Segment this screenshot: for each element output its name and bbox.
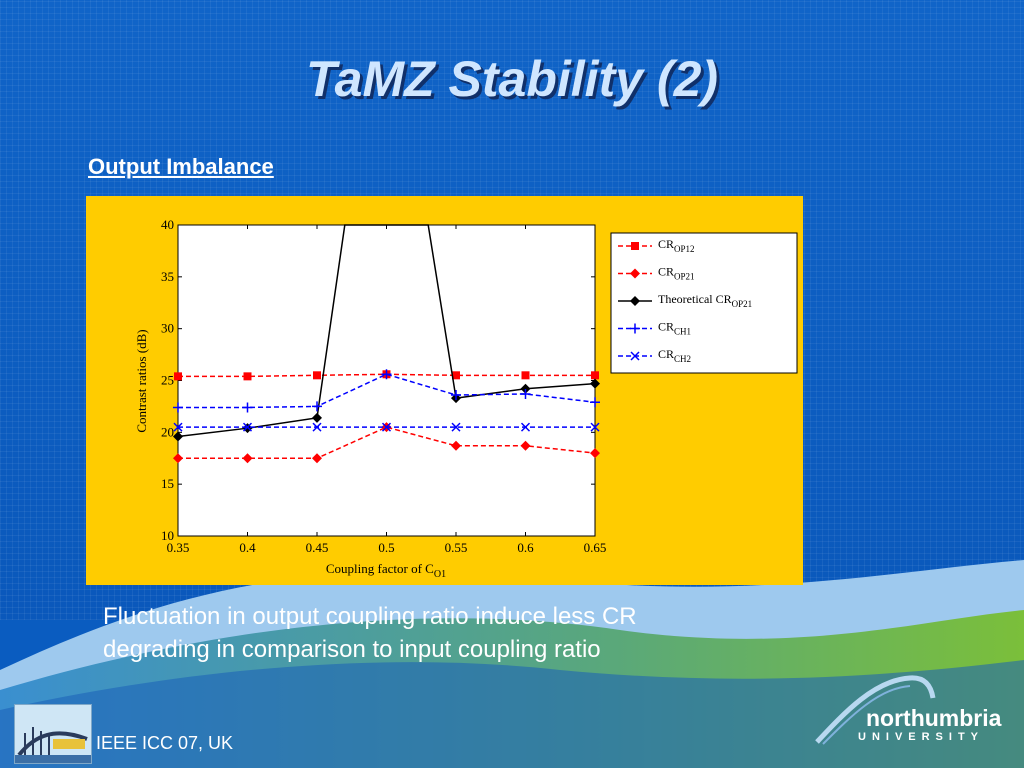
caption: Fluctuation in output coupling ratio ind…	[103, 600, 823, 666]
data-point	[590, 378, 600, 389]
data-point	[590, 397, 600, 408]
x-tick-label: 0.55	[445, 540, 468, 555]
legend-label-sub: CH2	[674, 354, 691, 364]
data-point	[242, 402, 253, 413]
legend-label: CROP21	[658, 265, 695, 282]
legend-item: CRCH2	[618, 347, 691, 364]
caption-line-2: degrading in comparison to input couplin…	[103, 636, 601, 663]
legend-swatch-marker	[630, 268, 640, 279]
footer-text: IEEE ICC 07, UK	[96, 733, 234, 753]
data-point	[590, 448, 600, 459]
data-point	[312, 453, 322, 464]
data-point	[312, 422, 322, 432]
legend-label-main: CR	[658, 347, 674, 361]
legend-label-main: CR	[658, 265, 674, 279]
x-axis-label-sub: O1	[434, 569, 446, 580]
x-tick-label: 0.65	[584, 540, 607, 555]
data-point	[381, 369, 392, 380]
y-tick-label: 25	[161, 373, 174, 388]
chart-panel: 0.35 0.4 0.45 0.5 0.55 0.6 0.65 10 15 20 25 30 35 40 …	[86, 196, 803, 585]
x-tick-label: 0.35	[167, 540, 190, 555]
data-point	[242, 453, 253, 464]
series-ch2	[173, 422, 600, 432]
data-point	[174, 372, 182, 381]
x-tick-label: 0.6	[517, 540, 534, 555]
data-point	[451, 440, 461, 451]
legend-label-main: Theoretical CR	[658, 292, 732, 306]
legend-label-sub: OP21	[674, 272, 695, 282]
university-name: northumbria	[866, 705, 1002, 731]
y-tick-label: 35	[161, 269, 174, 284]
data-point	[520, 440, 531, 451]
data-point	[173, 422, 183, 432]
series-ch1	[173, 369, 600, 413]
data-point	[242, 422, 253, 432]
legend-swatch-marker	[630, 296, 640, 306]
legend-label: CRCH2	[658, 347, 691, 364]
conference-logo-icon	[15, 705, 91, 763]
conference-logo	[14, 704, 92, 764]
x-tick-label: 0.45	[306, 540, 329, 555]
data-point	[520, 383, 531, 394]
data-point	[243, 372, 252, 381]
series-layer	[173, 224, 600, 464]
slide-title: TaMZ Stability (2)	[305, 51, 719, 107]
legend-item: CROP21	[618, 265, 695, 282]
university-subtitle: UNIVERSITY	[858, 731, 985, 743]
legend-swatch-marker	[630, 351, 640, 361]
legend-label-main: CR	[658, 237, 674, 251]
legend-label: CROP12	[658, 237, 695, 254]
data-point	[520, 422, 531, 432]
legend-item: Theoretical CROP21	[618, 292, 752, 309]
contrast-ratio-chart: 0.35 0.4 0.45 0.5 0.55 0.6 0.6510152025303540 …	[134, 217, 798, 580]
data-point	[173, 402, 183, 413]
legend-label: Theoretical CROP21	[658, 292, 752, 309]
bottom-wave-art	[0, 560, 1024, 768]
data-point	[591, 371, 599, 380]
data-point	[173, 431, 183, 442]
data-point	[590, 422, 600, 432]
legend-swatch-marker	[630, 323, 640, 334]
data-point	[312, 412, 322, 423]
data-point	[381, 422, 392, 432]
x-tick-label: 0.5	[378, 540, 394, 555]
legend-label: CRCH1	[658, 320, 691, 337]
legend-swatch-marker	[631, 242, 639, 250]
data-point	[173, 453, 183, 464]
caption-line-1: Fluctuation in output coupling ratio ind…	[103, 603, 637, 630]
legend-item: CRCH1	[618, 320, 691, 337]
legend-label-sub: OP21	[732, 299, 753, 309]
data-point	[452, 371, 460, 380]
y-axis-label: Contrast ratios (dB)	[134, 329, 149, 432]
y-tick-label: 15	[161, 476, 174, 491]
x-axis-label: Coupling factor of CO1	[326, 561, 446, 580]
northumbria-swoosh-icon	[815, 675, 936, 745]
data-point	[451, 422, 461, 432]
y-tick-label: 10	[161, 528, 174, 543]
legend-label-sub: OP12	[674, 244, 695, 254]
legend-item: CROP12	[618, 237, 695, 254]
y-tick-label: 20	[161, 424, 174, 439]
legend-label-main: CR	[658, 320, 674, 334]
y-tick-label: 40	[161, 217, 174, 232]
data-point	[312, 401, 322, 412]
data-point	[520, 388, 531, 399]
y-tick-label: 30	[161, 321, 174, 336]
slide-subtitle: Output Imbalance	[88, 154, 274, 179]
data-point	[521, 371, 530, 380]
data-point	[313, 371, 321, 380]
data-point	[451, 390, 461, 401]
axis-ticks: 0.35 0.4 0.45 0.5 0.55 0.6 0.65 10 15 20 25 30 35 40	[161, 217, 606, 555]
legend-label-sub: CH1	[674, 327, 691, 337]
legend-box	[610, 232, 798, 374]
x-axis-label-main: Coupling factor of C	[326, 561, 434, 576]
plot-area	[177, 224, 596, 537]
x-tick-label: 0.4	[239, 540, 256, 555]
